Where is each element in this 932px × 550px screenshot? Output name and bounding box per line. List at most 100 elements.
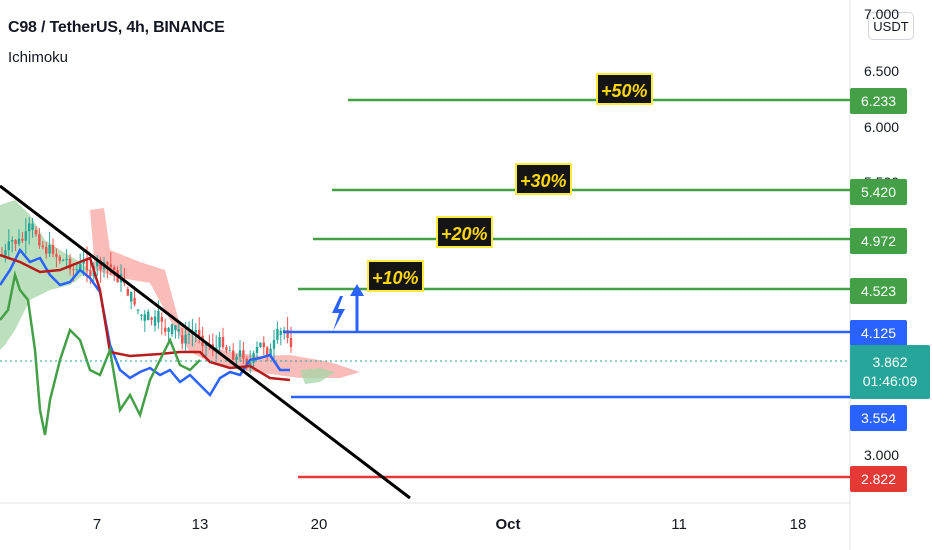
candle-body — [136, 309, 140, 311]
candle-body — [187, 334, 191, 336]
candle-body — [170, 324, 174, 335]
price-pill: 6.233 — [850, 88, 907, 114]
candle-body — [79, 263, 82, 270]
candle-body — [113, 267, 116, 271]
candle-body — [45, 247, 48, 254]
candle-body — [153, 316, 157, 326]
candle-body — [272, 339, 276, 349]
candle-body — [252, 353, 255, 363]
candle-body — [99, 260, 102, 270]
candle-body — [174, 325, 177, 331]
candle-body — [181, 335, 184, 344]
candle-body — [289, 337, 293, 348]
price-pill: 4.972 — [850, 228, 907, 254]
candle-body — [28, 223, 31, 232]
target-tag: +20% — [436, 216, 493, 248]
target-tag: +50% — [596, 73, 653, 105]
candle-body — [109, 264, 112, 268]
y-tick: 3.000 — [864, 447, 900, 463]
candle-body — [150, 317, 153, 320]
candle-body — [245, 358, 248, 366]
candle-body — [259, 342, 262, 347]
x-tick: 20 — [310, 516, 328, 533]
candle-body — [55, 253, 58, 257]
candle-body — [65, 258, 68, 261]
candle-body — [262, 342, 265, 348]
price-pill: 2.822 — [850, 466, 907, 492]
candle-body — [143, 314, 146, 321]
chart-title: C98 / TetherUS, 4h, BINANCE — [8, 19, 225, 36]
candle-body — [160, 317, 163, 322]
bar-countdown: 01:46:09 — [862, 373, 918, 389]
candle-body — [279, 330, 282, 335]
price-pill: 4.523 — [850, 278, 907, 304]
target-tag: +30% — [515, 163, 572, 195]
candle-body — [38, 234, 41, 246]
candle-body — [14, 240, 17, 245]
cloud-bullish — [300, 368, 335, 384]
candle-body — [89, 270, 92, 277]
candle-body — [85, 259, 89, 271]
y-tick: 6.500 — [864, 63, 900, 79]
candle-body — [198, 330, 201, 336]
candle-body — [157, 311, 160, 323]
candle-body — [177, 329, 180, 332]
candle-body — [48, 244, 51, 254]
candle-body — [225, 347, 228, 351]
last-price-value: 3.862 — [872, 354, 908, 370]
lightning-icon — [332, 296, 345, 331]
candle-body — [62, 260, 65, 262]
candle-body — [126, 288, 129, 296]
candle-body — [255, 346, 259, 354]
candle-body — [75, 269, 78, 271]
candle-body — [269, 348, 272, 356]
last-price-pill: 3.862 01:46:09 — [850, 345, 930, 399]
up-arrow-icon — [350, 284, 364, 296]
candle-body — [283, 330, 286, 332]
x-tick: 18 — [789, 516, 807, 533]
price-pill: 3.554 — [850, 405, 907, 431]
currency-button[interactable]: USDT — [868, 12, 914, 40]
candle-body — [24, 231, 27, 241]
candle-body — [276, 328, 279, 340]
candle-body — [266, 347, 269, 356]
y-tick: 6.000 — [864, 119, 900, 135]
candle-body — [242, 350, 245, 359]
candle-body — [21, 238, 24, 241]
candle-body — [7, 241, 10, 251]
price-pill: 4.125 — [850, 320, 907, 346]
indicator-label[interactable]: Ichimoku — [8, 49, 69, 66]
x-tick: 13 — [191, 516, 209, 533]
candle-body — [106, 262, 109, 265]
trendline — [0, 184, 411, 500]
candle-body — [249, 362, 252, 366]
candle-body — [164, 327, 167, 332]
x-tick: 11 — [671, 516, 687, 533]
x-tick: Oct — [495, 516, 521, 533]
candle-body — [4, 250, 7, 256]
candle-body — [58, 256, 61, 261]
candle-body — [232, 350, 235, 360]
candle-body — [221, 337, 225, 348]
candle-body — [140, 314, 143, 316]
candle-body — [235, 356, 238, 360]
y-tick: 7.000 — [864, 6, 900, 22]
candle-body — [17, 238, 21, 245]
candle-body — [11, 240, 14, 242]
candle-body — [184, 334, 187, 344]
candle-body — [130, 291, 133, 302]
candle-body — [167, 328, 170, 332]
price-pill: 5.420 — [850, 179, 907, 205]
candle-body — [238, 350, 242, 357]
candle-body — [194, 330, 197, 333]
x-tick: 7 — [92, 516, 102, 533]
candle-body — [41, 245, 44, 248]
candle-body — [96, 260, 99, 267]
candle-body — [215, 347, 218, 350]
candle-body — [68, 258, 72, 270]
candle-body — [147, 311, 150, 321]
candle-body — [286, 330, 289, 338]
target-tag: +10% — [367, 260, 424, 292]
candle-body — [31, 223, 34, 230]
